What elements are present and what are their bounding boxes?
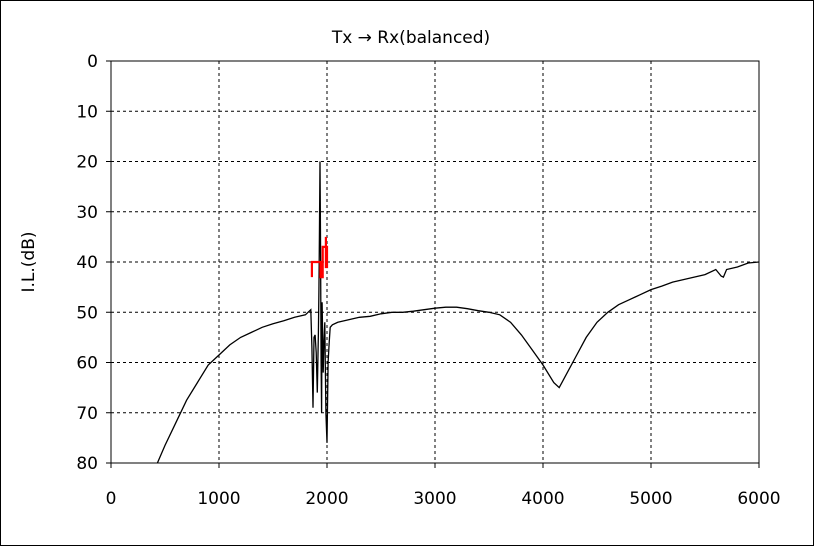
y-tick-label: 20 — [76, 153, 98, 173]
y-tick-label: 10 — [76, 102, 98, 122]
y-axis-label: I.L.(dB) — [19, 231, 39, 292]
y-tick-label: 70 — [76, 404, 98, 424]
tick-layer: 0 1000 2000 3000 4000 5000 6000 0 10 20 30 40 50 60 70… — [76, 52, 780, 509]
series-layer — [156, 161, 760, 464]
x-tick-label: 1000 — [197, 489, 240, 509]
x-tick-label: 0 — [106, 489, 117, 509]
x-tick-label: 6000 — [737, 489, 780, 509]
y-tick-label: 0 — [87, 52, 98, 72]
y-tick-label: 40 — [76, 253, 98, 273]
x-tick-label: 5000 — [629, 489, 672, 509]
x-tick-label: 3000 — [413, 489, 456, 509]
series-line-black — [156, 161, 760, 464]
y-tick-label: 30 — [76, 203, 98, 223]
x-tick-label: 4000 — [521, 489, 564, 509]
y-tick-label: 80 — [76, 454, 98, 474]
chart-title: Tx → Rx(balanced) — [331, 28, 490, 48]
series-line-red — [310, 236, 329, 279]
y-tick-label: 60 — [76, 354, 98, 374]
grid-layer — [111, 61, 759, 463]
x-tick-label: 2000 — [305, 489, 348, 509]
y-tick-label: 50 — [76, 303, 98, 323]
